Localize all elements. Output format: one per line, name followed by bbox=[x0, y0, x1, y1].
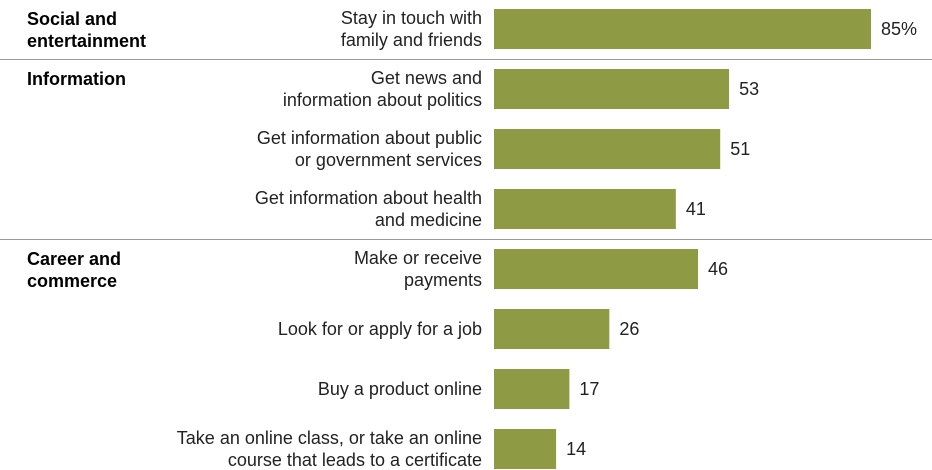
value-label: 46 bbox=[708, 259, 728, 279]
category-label: Buy a product online bbox=[318, 379, 482, 399]
category-label: Take an online class, or take an online c… bbox=[177, 428, 482, 470]
value-label: 53 bbox=[739, 79, 759, 99]
value-label: 85% bbox=[881, 19, 917, 39]
value-label: 51 bbox=[730, 139, 750, 159]
bar bbox=[494, 369, 570, 409]
category-label: Look for or apply for a job bbox=[278, 319, 482, 339]
bar bbox=[494, 9, 871, 49]
category-label: Get news and information about politics bbox=[283, 68, 482, 110]
bar bbox=[494, 429, 557, 469]
category-label: Stay in touch with family and friends bbox=[341, 8, 482, 50]
value-label: 41 bbox=[686, 199, 706, 219]
category-label: Make or receive payments bbox=[354, 248, 482, 290]
bar bbox=[494, 249, 699, 289]
category-label: Get information about public or governmen… bbox=[257, 128, 482, 170]
bar bbox=[494, 69, 730, 109]
value-label: 26 bbox=[619, 319, 639, 339]
group-label: Social and entertainment bbox=[27, 9, 146, 51]
value-label: 14 bbox=[566, 439, 586, 459]
bar bbox=[494, 189, 676, 229]
category-label: Get information about health and medicine bbox=[255, 188, 482, 230]
group-label: Information bbox=[27, 69, 126, 89]
bar bbox=[494, 309, 610, 349]
value-label: 17 bbox=[579, 379, 599, 399]
bar bbox=[494, 129, 721, 169]
group-label: Career and commerce bbox=[27, 249, 121, 291]
